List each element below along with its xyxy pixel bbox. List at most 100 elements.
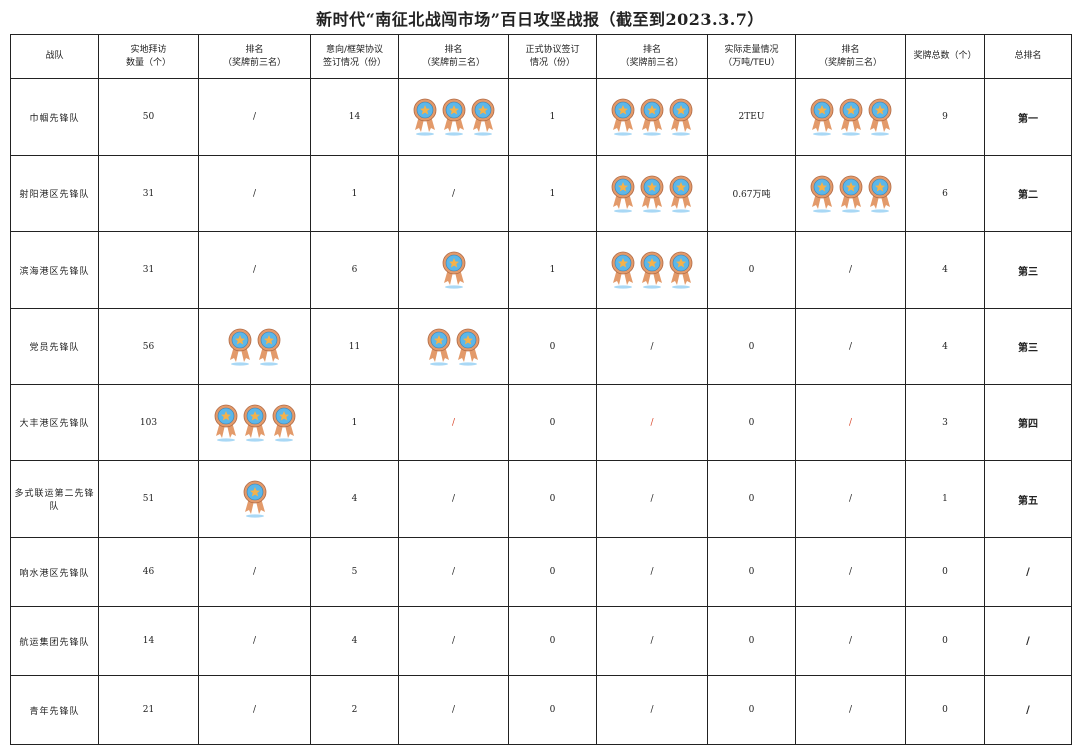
medal-icon — [257, 328, 281, 366]
medal-group — [199, 327, 310, 367]
formal-cell: 1 — [508, 231, 597, 309]
table-body: 巾帼先锋队 50/14 1 — [10, 78, 1072, 745]
visits-cell: 103 — [98, 384, 199, 461]
medal-group — [597, 250, 707, 290]
formal-medals-cell — [596, 155, 708, 232]
formal-cell: 0 — [508, 460, 597, 538]
formal-medals-cell: / — [596, 606, 708, 676]
medal-icon — [669, 251, 693, 289]
volume-medals-cell: / — [795, 460, 906, 538]
visit-medals-cell: / — [198, 606, 311, 676]
rank-cell: / — [984, 606, 1072, 676]
team-cell: 响水港区先锋队 — [10, 537, 99, 607]
medal-group — [796, 174, 905, 214]
medal-icon — [442, 98, 465, 136]
report-title: 新时代“南征北战闯市场”百日攻坚战报（截至到2023.3.7） — [316, 10, 764, 29]
formal-medals-cell: / — [596, 384, 708, 461]
formal-cell: 1 — [508, 155, 597, 232]
medal-group — [597, 174, 707, 214]
volume-cell: 0 — [707, 384, 796, 461]
volume-cell: 0 — [707, 308, 796, 385]
medal-icon — [611, 175, 635, 213]
table-row: 青年先锋队 21/2/0/0/0/ — [10, 675, 1072, 745]
volume-medals-cell: / — [795, 231, 906, 309]
formal-medals-cell — [596, 78, 708, 156]
team-cell: 大丰港区先锋队 — [10, 384, 99, 461]
team-cell: 巾帼先锋队 — [10, 78, 99, 156]
intent-cell: 2 — [310, 675, 399, 745]
table-row: 滨海港区先锋队 31/6 1 0/4 第三 — [10, 231, 1072, 309]
visit-medals-cell: / — [198, 155, 311, 232]
rank-cell: 第二 — [984, 155, 1072, 232]
rank-cell: / — [984, 675, 1072, 745]
intent-medals-cell — [398, 78, 509, 156]
formal-medals-cell — [596, 231, 708, 309]
column-header: 战队 — [10, 34, 99, 79]
intent-cell: 4 — [310, 606, 399, 676]
column-header: 实地拜访 数量（个） — [98, 34, 199, 79]
volume-cell: 0.67万吨 — [707, 155, 796, 232]
team-cell: 青年先锋队 — [10, 675, 99, 745]
column-header: 实际走量情况 （万吨/TEU） — [707, 34, 796, 79]
medal-icon — [868, 175, 891, 213]
visit-medals-cell — [198, 460, 311, 538]
visit-medals-cell: / — [198, 537, 311, 607]
formal-cell: 0 — [508, 675, 597, 745]
table-row: 航运集团先锋队 14/4/0/0/0/ — [10, 606, 1072, 676]
visit-medals-cell — [198, 308, 311, 385]
column-header: 排名 （奖牌前三名） — [596, 34, 708, 79]
visit-medals-cell: / — [198, 675, 311, 745]
medal-group — [399, 327, 508, 367]
visit-medals-cell: / — [198, 231, 311, 309]
formal-cell: 1 — [508, 78, 597, 156]
intent-medals-cell: / — [398, 155, 509, 232]
volume-cell: 0 — [707, 231, 796, 309]
medal-icon — [611, 98, 635, 136]
medal-icon — [640, 251, 664, 289]
volume-medals-cell: / — [795, 308, 906, 385]
team-cell: 多式联运第二先锋队 — [10, 460, 99, 538]
visit-medals-cell — [198, 384, 311, 461]
column-header: 排名 （奖牌前三名） — [795, 34, 906, 79]
medal-group — [399, 250, 508, 290]
medal-icon — [243, 404, 266, 442]
intent-medals-cell: / — [398, 675, 509, 745]
total-cell: 0 — [905, 537, 985, 607]
table-row: 巾帼先锋队 50/14 1 — [10, 78, 1072, 156]
total-cell: 3 — [905, 384, 985, 461]
visits-cell: 21 — [98, 675, 199, 745]
column-header: 排名 （奖牌前三名） — [198, 34, 311, 79]
volume-cell: 0 — [707, 675, 796, 745]
visits-cell: 56 — [98, 308, 199, 385]
medal-icon — [272, 404, 295, 442]
medal-icon — [471, 98, 494, 136]
medal-icon — [413, 98, 436, 136]
medal-icon — [839, 98, 862, 136]
medal-group — [199, 479, 310, 519]
total-cell: 1 — [905, 460, 985, 538]
formal-cell: 0 — [508, 606, 597, 676]
column-header: 意向/框架协议 签订情况（份） — [310, 34, 399, 79]
total-cell: 9 — [905, 78, 985, 156]
volume-medals-cell — [795, 78, 906, 156]
medal-icon — [640, 175, 664, 213]
team-cell: 滨海港区先锋队 — [10, 231, 99, 309]
intent-cell: 14 — [310, 78, 399, 156]
intent-medals-cell: / — [398, 384, 509, 461]
intent-cell: 1 — [310, 155, 399, 232]
total-cell: 4 — [905, 231, 985, 309]
header-row: 战队 实地拜访 数量（个） 排名 （奖牌前三名） 意向/框架协议 签订情况（份） 排名 （奖牌前… — [10, 34, 1072, 79]
total-cell: 0 — [905, 675, 985, 745]
formal-cell: 0 — [508, 308, 597, 385]
team-cell: 党员先锋队 — [10, 308, 99, 385]
medal-icon — [243, 480, 266, 518]
visits-cell: 51 — [98, 460, 199, 538]
volume-medals-cell — [795, 155, 906, 232]
medal-icon — [442, 251, 465, 289]
rank-cell: 第三 — [984, 308, 1072, 385]
rank-cell: 第三 — [984, 231, 1072, 309]
volume-cell: 2TEU — [707, 78, 796, 156]
intent-medals-cell: / — [398, 606, 509, 676]
table-row: 党员先锋队 56 11 0/0/4 第三 — [10, 308, 1072, 385]
volume-medals-cell: / — [795, 384, 906, 461]
